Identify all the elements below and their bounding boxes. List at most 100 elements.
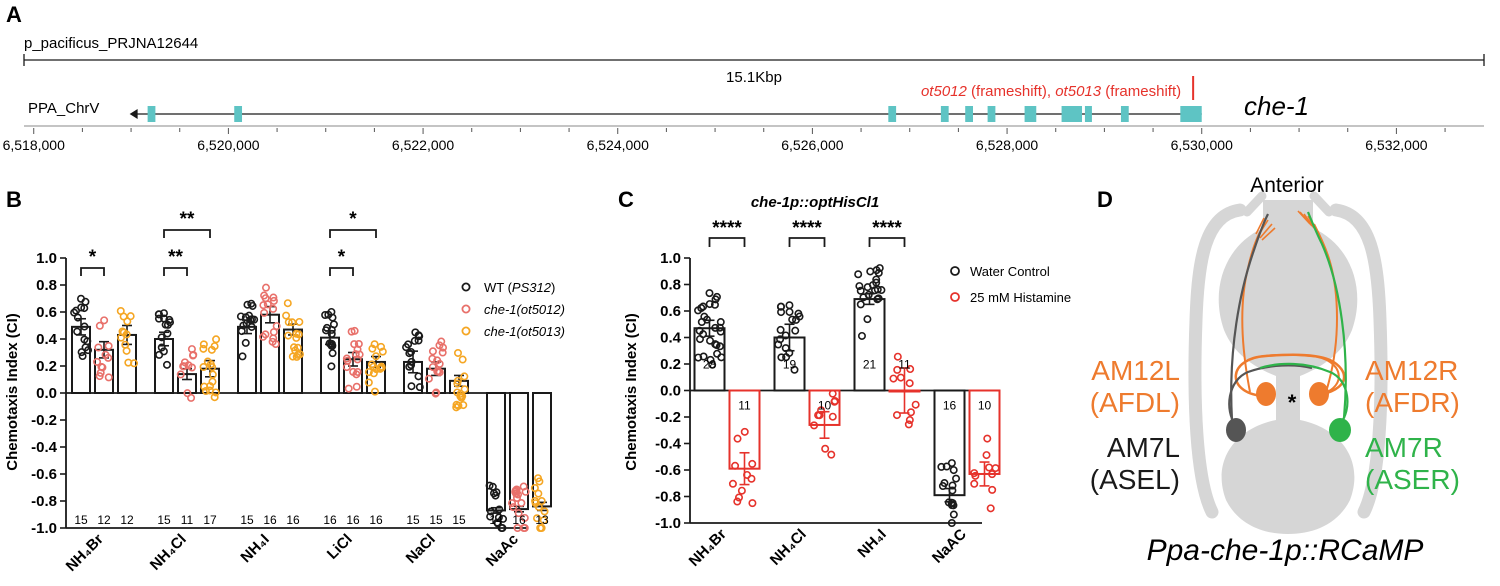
data-point: [874, 294, 883, 303]
exon: [940, 106, 949, 122]
exon: [1120, 106, 1129, 122]
n-label: 16: [346, 513, 360, 527]
y-tick-label: -0.2: [655, 409, 681, 426]
n-label: 12: [97, 513, 111, 527]
data-point: [731, 461, 740, 470]
bar: [853, 298, 886, 392]
n-label: 11: [181, 513, 194, 527]
worm-body-outline-right: [1329, 203, 1388, 519]
n-label: 12: [120, 513, 134, 527]
data-point: [986, 504, 995, 513]
data-point: [854, 270, 863, 279]
data-point: [513, 523, 522, 532]
data-point: [856, 300, 865, 309]
data-point: [948, 499, 957, 508]
data-point: [428, 363, 437, 372]
data-point: [288, 318, 297, 327]
data-point: [460, 372, 469, 381]
data-point: [210, 393, 219, 402]
axis-tick-label: 6,526,000: [781, 137, 843, 153]
data-point: [184, 361, 193, 370]
data-point: [368, 344, 377, 353]
data-point: [80, 322, 89, 331]
data-point: [872, 275, 881, 284]
data-point: [407, 361, 416, 370]
ase-right-soma: [1329, 418, 1351, 442]
panel-b-chart: B Chemotaxis Index (CI) 1.0 0.8 0.6 0.4 0.2 0…: [4, 187, 565, 575]
data-point: [295, 317, 304, 326]
afd-right-soma: [1309, 382, 1329, 406]
am12r-label: AM12R: [1365, 355, 1458, 386]
mutation-label: ot5012 (frameshift), ot5013 (frameshift): [921, 83, 1181, 100]
panel-a-gene-track: A p_pacificus_PRJNA12644 15.1Kbp PPA_Chr…: [3, 2, 1485, 153]
y-tick-label: -0.6: [655, 462, 681, 479]
data-point: [212, 335, 221, 344]
bar: [532, 392, 552, 508]
data-point: [376, 364, 385, 373]
worm-mouth-left: [1242, 191, 1267, 217]
mutation-allele-b: ot5013: [1055, 83, 1102, 100]
legend-label: che-1(ot5013): [484, 324, 565, 339]
n-label: 17: [203, 513, 217, 527]
data-point: [159, 309, 168, 318]
data-point: [711, 295, 720, 304]
exon: [147, 106, 156, 122]
bar: [71, 325, 91, 395]
ase-left-soma: [1226, 418, 1246, 442]
y-tick-label: 0.0: [660, 383, 681, 400]
data-point: [238, 352, 247, 361]
data-point: [424, 374, 433, 383]
y-tick-label: 0.6: [36, 304, 57, 321]
data-point: [520, 513, 529, 522]
data-point: [988, 485, 997, 494]
scale-bar-label: 15.1Kbp: [726, 69, 782, 86]
data-point: [774, 340, 783, 349]
data-point: [435, 368, 444, 377]
data-point: [70, 308, 79, 317]
n-label: 13: [535, 513, 549, 527]
data-point: [328, 349, 337, 358]
data-point: [159, 347, 168, 356]
data-point: [940, 479, 949, 488]
n-label: 16: [369, 513, 383, 527]
data-point: [810, 421, 819, 430]
legend-marker: [461, 304, 471, 314]
data-point: [154, 314, 163, 323]
data-point: [241, 338, 250, 347]
track-name: p_pacificus_PRJNA12644: [24, 35, 198, 52]
panel-b-label: B: [6, 187, 22, 212]
data-point: [236, 312, 245, 321]
data-point: [206, 360, 215, 369]
data-point: [857, 331, 866, 340]
data-point: [892, 411, 901, 420]
legend-marker: [461, 282, 471, 292]
panel-d-label: D: [1097, 187, 1113, 212]
legend-text-italic: che-1(ot5013): [484, 324, 565, 339]
data-point: [259, 301, 268, 310]
pharynx: [1218, 200, 1358, 534]
data-point: [101, 350, 110, 359]
data-point: [889, 374, 898, 383]
chart-title: che-1p::optHisCl1: [751, 194, 879, 211]
data-point: [733, 497, 742, 506]
data-point: [344, 384, 353, 393]
data-point: [247, 299, 256, 308]
significance-stars: ****: [792, 218, 822, 239]
data-point: [785, 307, 794, 316]
asterisk-marker: *: [1288, 390, 1297, 415]
data-point: [239, 321, 248, 330]
ase-right-dendrite: [1306, 211, 1347, 419]
data-point: [407, 382, 416, 391]
data-point: [272, 322, 281, 331]
data-point: [94, 343, 103, 352]
data-point: [947, 518, 956, 527]
chromosome-label: PPA_ChrV: [28, 100, 99, 117]
data-point: [378, 347, 387, 356]
data-point: [367, 360, 376, 369]
data-point: [712, 341, 721, 350]
data-point: [540, 507, 549, 516]
data-point: [519, 482, 528, 491]
data-point: [269, 304, 278, 313]
category-label: NaCl: [403, 531, 439, 567]
data-point: [533, 514, 542, 523]
